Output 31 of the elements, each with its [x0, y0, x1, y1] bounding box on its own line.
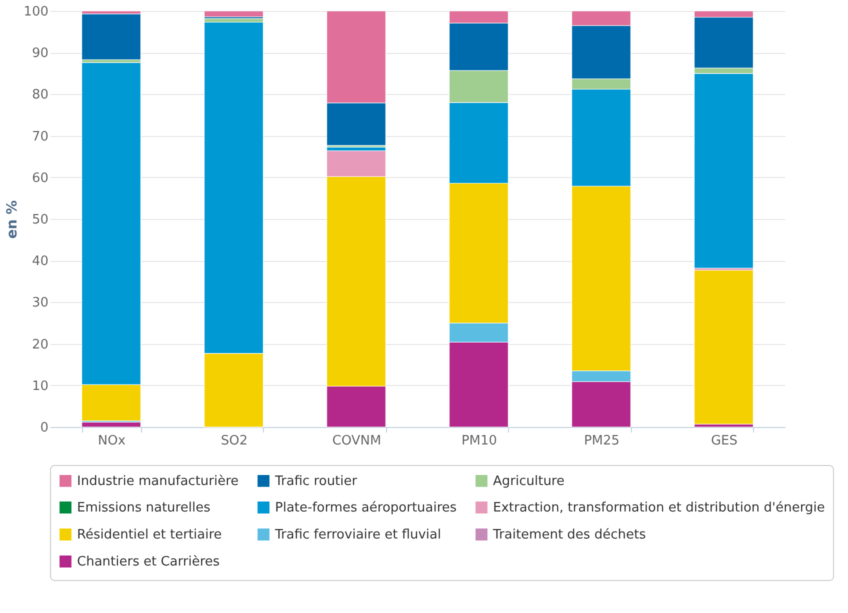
legend-label: Trafic ferroviaire et fluvial — [274, 528, 442, 542]
legend-label: Traitement des déchets — [492, 528, 646, 542]
y-axis-title: en % — [4, 200, 21, 239]
y-tick-label: 10 — [32, 378, 48, 394]
legend-label: Résidentiel et tertiaire — [77, 528, 222, 542]
bar — [694, 270, 754, 424]
y-tick-label: 20 — [32, 337, 48, 352]
legend-label: Emissions naturelles — [77, 500, 211, 516]
y-tick-label: 100 — [24, 4, 48, 20]
legend-label: Agriculture — [493, 474, 564, 489]
y-tick-label: 60 — [32, 170, 48, 186]
bar — [82, 14, 141, 60]
legend-label: Chantiers et Carrières — [77, 554, 220, 570]
x-tick-label: GES — [710, 434, 738, 448]
y-tick-label: 0 — [40, 420, 48, 436]
x-tick-label: NOx — [98, 434, 126, 448]
x-tick-label: SO2 — [220, 434, 248, 448]
x-tick-label: COVNM — [332, 434, 382, 448]
legend-label: Extraction, transformation et distribution d'énergie — [493, 500, 825, 516]
x-tick-label: PM10 — [461, 434, 498, 448]
y-tick-label: 90 — [32, 46, 48, 62]
bar — [204, 10, 264, 18]
y-tick-label: 50 — [32, 212, 48, 228]
x-tick-label: PM25 — [584, 434, 620, 448]
legend-label: Trafic routier — [274, 474, 358, 489]
y-tick-label: 40 — [32, 254, 48, 270]
y-tick-label: 30 — [32, 296, 48, 311]
y-tick-label: 70 — [32, 129, 48, 144]
y-tick-label: 80 — [32, 88, 48, 103]
legend-label: Plate-formes aéroportuaires — [275, 500, 457, 516]
legend-label: Industrie manufacturière — [77, 474, 239, 489]
